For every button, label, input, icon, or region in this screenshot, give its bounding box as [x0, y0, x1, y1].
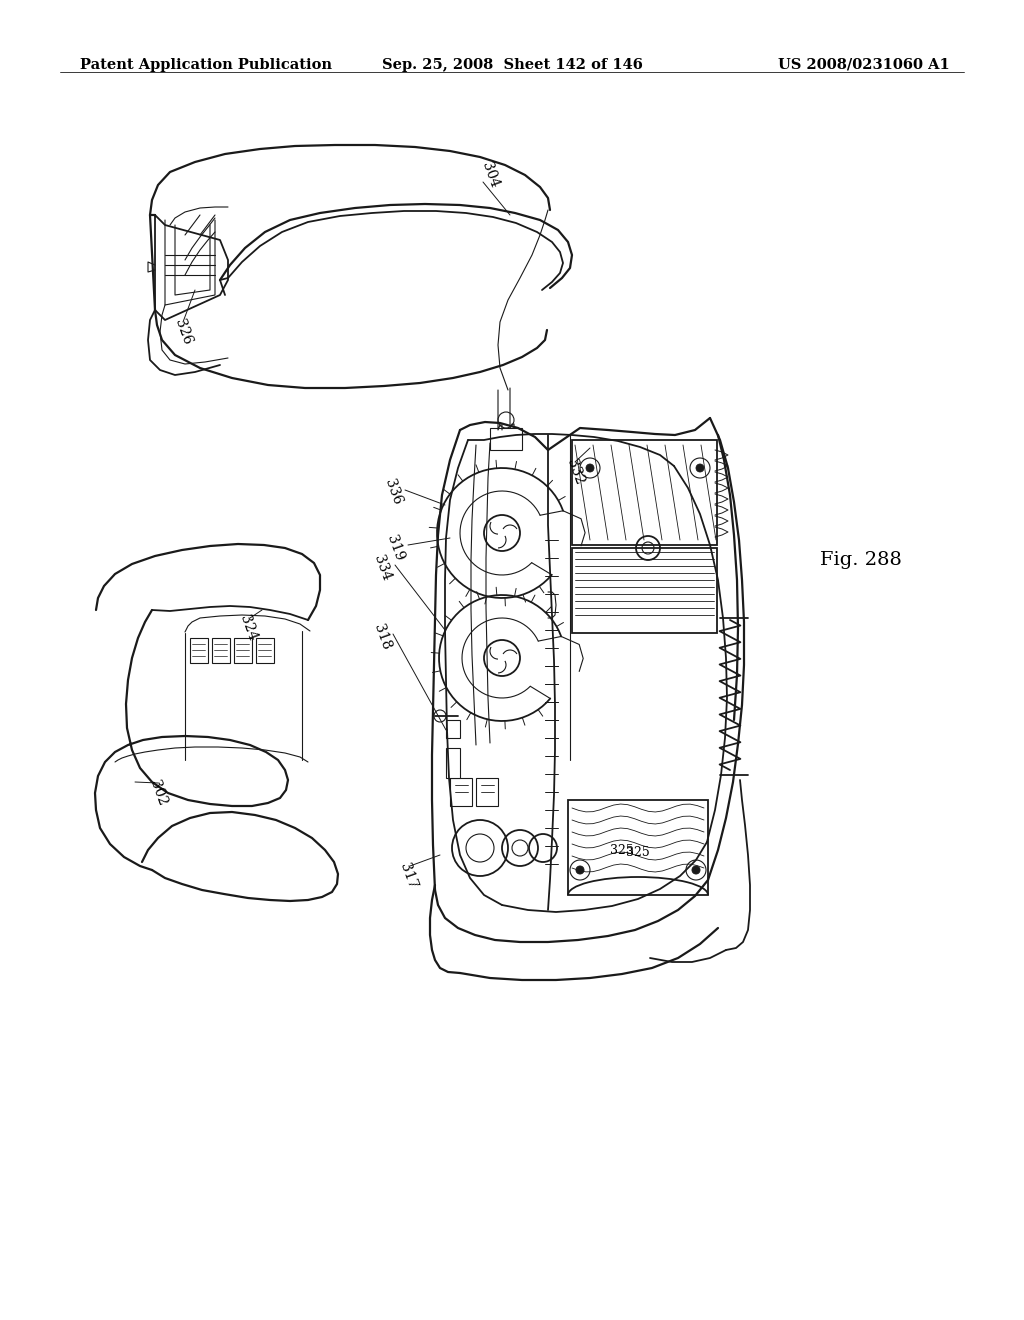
- Circle shape: [575, 866, 584, 874]
- Bar: [572, 548, 717, 634]
- Bar: [212, 638, 230, 663]
- Text: Fig. 288: Fig. 288: [820, 550, 902, 569]
- Text: 332: 332: [564, 457, 586, 487]
- Text: 325: 325: [626, 846, 650, 858]
- Text: 304: 304: [479, 160, 501, 190]
- Text: 318: 318: [371, 622, 393, 652]
- Text: US 2008/0231060 A1: US 2008/0231060 A1: [778, 58, 950, 73]
- Bar: [476, 777, 498, 807]
- Bar: [450, 777, 472, 807]
- Bar: [190, 638, 208, 663]
- Text: Patent Application Publication: Patent Application Publication: [80, 58, 332, 73]
- Text: 319: 319: [384, 533, 407, 562]
- Text: 336: 336: [382, 478, 404, 507]
- Bar: [234, 638, 252, 663]
- Text: Sep. 25, 2008  Sheet 142 of 146: Sep. 25, 2008 Sheet 142 of 146: [382, 58, 642, 73]
- Bar: [572, 440, 717, 545]
- Text: 317: 317: [397, 861, 419, 891]
- Text: 326: 326: [172, 317, 195, 347]
- Circle shape: [696, 465, 705, 473]
- Circle shape: [692, 866, 700, 874]
- Text: 334: 334: [371, 553, 393, 583]
- Circle shape: [586, 465, 594, 473]
- Bar: [490, 428, 522, 450]
- Bar: [568, 800, 708, 895]
- Text: 302: 302: [146, 779, 169, 808]
- Bar: [446, 719, 460, 738]
- Text: 324: 324: [237, 614, 259, 643]
- Text: 325: 325: [610, 843, 634, 857]
- Bar: [446, 748, 460, 777]
- Bar: [256, 638, 274, 663]
